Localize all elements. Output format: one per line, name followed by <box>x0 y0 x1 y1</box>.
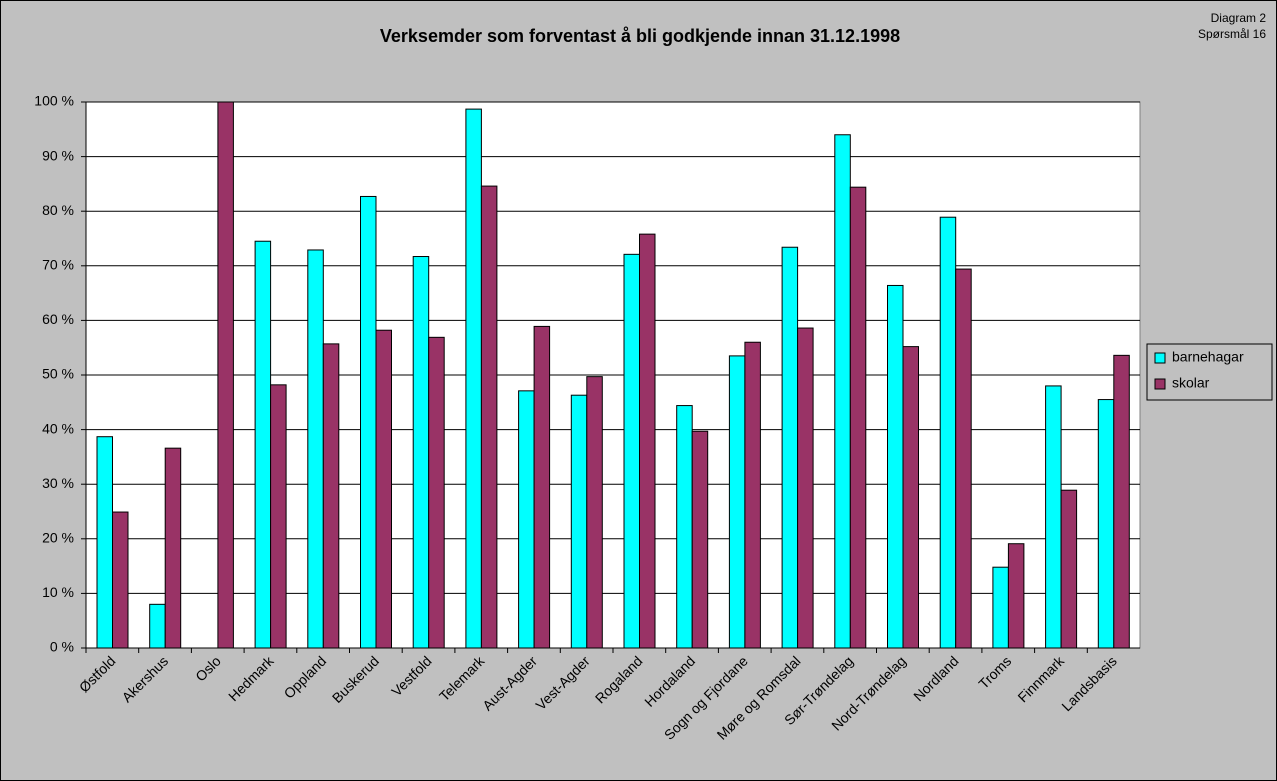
y-tick-label: 60 % <box>42 311 74 327</box>
bar <box>360 195 377 649</box>
bar <box>149 603 166 649</box>
y-tick-label: 30 % <box>42 475 74 491</box>
bar <box>639 233 656 649</box>
bar <box>307 249 324 649</box>
bar <box>1097 399 1115 649</box>
bar <box>254 240 272 649</box>
legend <box>1146 343 1273 401</box>
legend-label: barnehagar <box>1172 349 1244 365</box>
y-tick-label: 80 % <box>42 202 74 218</box>
bar <box>728 355 746 649</box>
bar <box>781 246 799 649</box>
y-tick-label: 40 % <box>42 420 74 436</box>
y-tick-label: 50 % <box>42 366 74 382</box>
bar <box>691 430 709 649</box>
bar <box>217 101 234 649</box>
y-tick-label: 20 % <box>42 530 74 546</box>
bar <box>96 436 113 649</box>
bar <box>939 216 957 649</box>
bar <box>676 405 693 649</box>
bar <box>270 384 287 649</box>
legend-label: skolar <box>1172 375 1210 391</box>
bar <box>322 343 340 649</box>
bar <box>849 186 867 649</box>
y-tick-label: 100 % <box>34 93 74 109</box>
bar <box>834 134 851 649</box>
bar <box>1113 354 1130 649</box>
bar <box>518 390 535 649</box>
bar <box>465 108 482 649</box>
bar <box>1045 385 1062 649</box>
bar <box>992 566 1009 649</box>
bar <box>480 185 498 649</box>
y-tick-label: 0 % <box>50 639 74 655</box>
y-tick-label: 90 % <box>42 147 74 163</box>
subtitle: Spørsmål 16 <box>1198 27 1266 41</box>
y-tick-label: 70 % <box>42 257 74 273</box>
bar <box>1007 543 1025 649</box>
bar <box>570 394 588 649</box>
bar <box>1060 489 1078 649</box>
bar <box>744 341 761 649</box>
bar <box>955 268 972 649</box>
bar <box>887 284 904 649</box>
bar <box>623 253 640 649</box>
legend-swatch <box>1154 378 1166 390</box>
chart-title: Verksemder som forventast å bli godkjend… <box>380 26 900 46</box>
legend-swatch <box>1154 352 1166 364</box>
bar <box>412 256 430 649</box>
bar <box>797 327 814 649</box>
bar <box>533 325 551 649</box>
bar <box>586 376 603 649</box>
bar <box>902 346 919 649</box>
bar <box>112 511 129 649</box>
subtitle: Diagram 2 <box>1211 11 1267 25</box>
bar <box>428 336 445 649</box>
y-tick-label: 10 % <box>42 584 74 600</box>
bar <box>164 447 182 649</box>
bar <box>375 329 392 649</box>
